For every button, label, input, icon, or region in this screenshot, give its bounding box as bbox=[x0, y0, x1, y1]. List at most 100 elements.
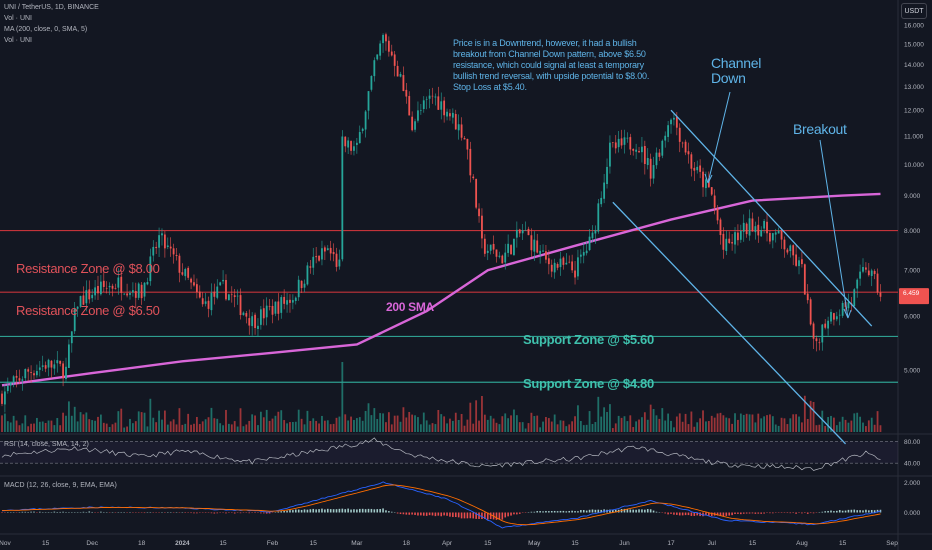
volume-bar bbox=[140, 412, 143, 432]
rsi-tick-label: 40.00 bbox=[904, 461, 921, 468]
y-tick-label: 14.000 bbox=[904, 62, 924, 69]
volume-bar bbox=[748, 414, 751, 432]
candle-body bbox=[446, 111, 448, 117]
macd-histogram-bar bbox=[751, 512, 754, 514]
volume-bar bbox=[393, 415, 396, 432]
candle-body bbox=[763, 220, 766, 229]
candle-body bbox=[818, 342, 821, 344]
candle-body bbox=[300, 280, 303, 289]
macd-histogram-bar bbox=[30, 511, 32, 513]
macd-histogram-bar bbox=[638, 509, 640, 513]
volume-bar bbox=[149, 398, 152, 432]
macd-histogram-bar bbox=[321, 508, 323, 513]
rsi-tick-label: 80.00 bbox=[904, 439, 921, 446]
volume-bar bbox=[271, 418, 274, 432]
ma-legend: MA (200, close, 0, SMA, 5) bbox=[4, 26, 88, 33]
volume-bar bbox=[262, 417, 265, 432]
volume-bar bbox=[585, 424, 588, 432]
candle-body bbox=[24, 369, 27, 379]
candle-body bbox=[12, 376, 15, 382]
candle-body bbox=[705, 179, 707, 189]
candle-body bbox=[556, 263, 559, 268]
macd-histogram-bar bbox=[539, 511, 541, 513]
macd-histogram-bar bbox=[649, 509, 652, 513]
y-tick-label: 8.000 bbox=[904, 228, 921, 235]
rsi-band bbox=[0, 441, 898, 464]
macd-histogram-bar bbox=[422, 512, 425, 516]
macd-histogram-bar bbox=[646, 509, 649, 513]
volume-bar bbox=[856, 412, 859, 432]
volume-bar bbox=[835, 425, 838, 432]
candle-body bbox=[283, 296, 286, 304]
volume-bar bbox=[227, 423, 230, 432]
volume-bar bbox=[204, 419, 207, 432]
candle-body bbox=[9, 382, 12, 386]
candle-body bbox=[355, 142, 358, 145]
candle-body bbox=[353, 146, 355, 151]
rsi-line bbox=[1, 437, 881, 471]
volume-bar bbox=[783, 418, 786, 432]
volume-bar bbox=[440, 414, 443, 432]
macd-histogram-bar bbox=[446, 512, 448, 516]
candle-body bbox=[140, 284, 143, 299]
candle-body bbox=[248, 318, 251, 326]
volume-bar bbox=[486, 419, 489, 432]
candle-body bbox=[405, 89, 408, 97]
volume-bar bbox=[21, 423, 24, 432]
channel-upper-line bbox=[670, 109, 873, 327]
volume-bar bbox=[73, 406, 76, 432]
analysis-note: Price is in a Downtrend, however, it had… bbox=[453, 38, 650, 92]
volume-bar bbox=[457, 419, 460, 432]
macd-histogram-bar bbox=[702, 512, 704, 517]
volume-bar bbox=[47, 420, 50, 432]
macd-histogram-bar bbox=[673, 512, 675, 515]
volume-bar bbox=[50, 420, 53, 432]
macd-histogram-bar bbox=[510, 512, 512, 516]
volume-bar bbox=[99, 414, 102, 432]
candle-body bbox=[323, 247, 326, 252]
macd-histogram-bar bbox=[710, 512, 713, 517]
macd-histogram-bar bbox=[312, 508, 315, 513]
candle-body bbox=[396, 65, 399, 77]
volume-bar bbox=[190, 424, 192, 432]
volume-bar bbox=[579, 421, 582, 432]
volume-bar bbox=[297, 409, 300, 432]
volume-bar bbox=[635, 421, 638, 432]
volume-bar bbox=[4, 413, 6, 432]
volume-bar bbox=[9, 422, 12, 432]
candle-body bbox=[210, 292, 213, 311]
macd-histogram-bar bbox=[708, 512, 710, 516]
volume-bar bbox=[594, 422, 597, 432]
currency-badge[interactable]: USDT bbox=[901, 3, 927, 19]
candle-body bbox=[742, 222, 745, 232]
macd-histogram-bar bbox=[565, 511, 568, 513]
volume-bar bbox=[300, 418, 303, 432]
x-tick-label: Feb bbox=[267, 540, 279, 547]
candle-body bbox=[286, 300, 288, 305]
volume-bar bbox=[373, 408, 376, 432]
volume-bar bbox=[623, 416, 626, 432]
volume-bar bbox=[463, 425, 466, 432]
candle-body bbox=[443, 100, 446, 116]
candle-body bbox=[702, 171, 704, 188]
volume-bar bbox=[687, 424, 690, 432]
candle-body bbox=[568, 261, 571, 263]
macd-histogram-bar bbox=[53, 511, 56, 513]
macd-histogram-bar bbox=[239, 512, 242, 514]
volume-bar bbox=[469, 402, 472, 432]
volume-bar bbox=[387, 412, 390, 432]
macd-histogram-bar bbox=[591, 509, 594, 513]
volume-bar bbox=[27, 426, 30, 432]
macd-histogram-bar bbox=[460, 512, 463, 519]
macd-histogram-bar bbox=[501, 512, 504, 520]
candle-body bbox=[579, 254, 582, 257]
macd-histogram-bar bbox=[373, 509, 376, 513]
volume-bar bbox=[437, 410, 440, 432]
candle-body bbox=[600, 197, 603, 205]
macd-histogram-bar bbox=[280, 511, 283, 513]
candle-body bbox=[745, 223, 748, 235]
volume-bar bbox=[498, 424, 501, 432]
volume-bar bbox=[518, 422, 521, 432]
volume-bar bbox=[641, 417, 643, 432]
candle-body bbox=[387, 40, 390, 52]
